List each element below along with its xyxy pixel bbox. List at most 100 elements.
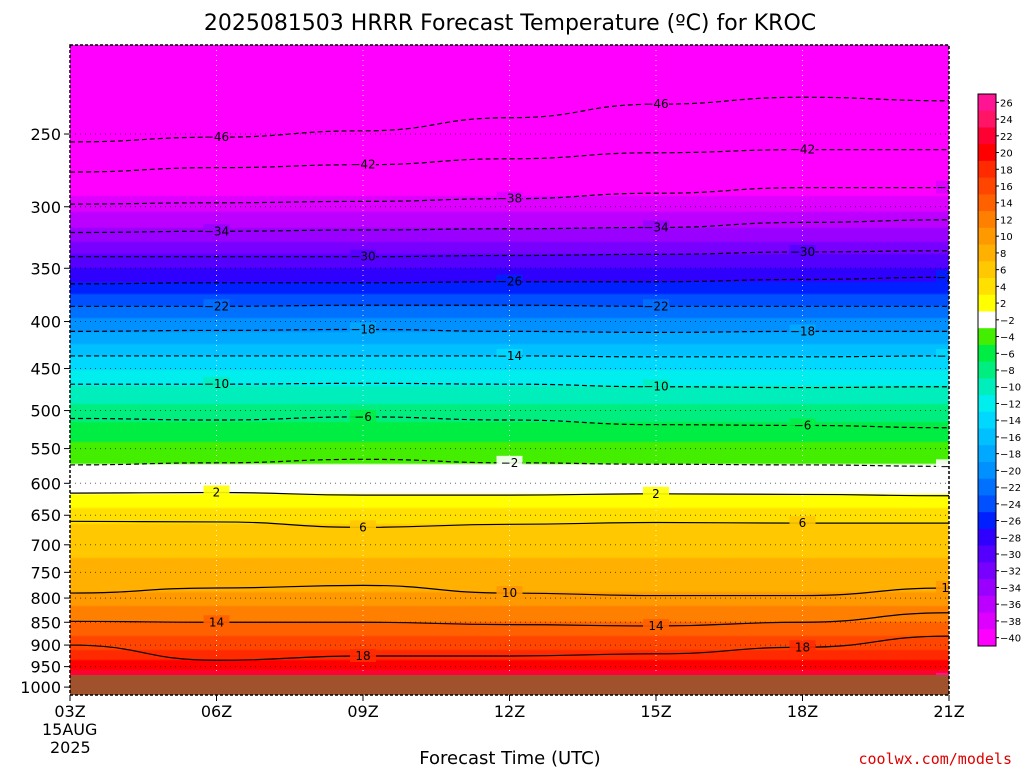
colorbar-label: −6 bbox=[1000, 349, 1015, 360]
contour-label: −10 bbox=[204, 377, 229, 391]
colorbar-swatch bbox=[978, 144, 996, 162]
colorbar-label: −22 bbox=[1000, 483, 1021, 494]
colorbar-swatch bbox=[978, 462, 996, 480]
y-tick-label: 450 bbox=[30, 360, 61, 379]
contour-label: −2 bbox=[501, 456, 519, 470]
contour-label: −14 bbox=[936, 349, 961, 363]
contour-label: −18 bbox=[790, 324, 815, 338]
x-axis-label: Forecast Time (UTC) bbox=[419, 748, 600, 768]
colorbar-label: 20 bbox=[1000, 149, 1013, 160]
y-tick-label: 600 bbox=[30, 474, 61, 493]
colorbar-swatch bbox=[978, 278, 996, 296]
colorbar-swatch bbox=[978, 495, 996, 513]
colorbar-label: −14 bbox=[1000, 416, 1021, 427]
contour-line bbox=[70, 355, 949, 358]
y-tick-label: 800 bbox=[30, 589, 61, 608]
colorbar-swatch bbox=[978, 579, 996, 597]
colorbar-swatch bbox=[978, 244, 996, 262]
contour-label: 18 bbox=[355, 649, 370, 663]
colorbar-label: −36 bbox=[1000, 600, 1021, 611]
colorbar-swatch bbox=[978, 177, 996, 195]
colorbar-swatch bbox=[978, 194, 996, 212]
colorbar-swatch bbox=[978, 595, 996, 614]
date-line-1: 15AUG bbox=[42, 720, 97, 739]
contour-label: −18 bbox=[350, 322, 375, 336]
colorbar-label: −38 bbox=[1000, 617, 1021, 628]
colorbar-swatch bbox=[978, 344, 996, 363]
colorbar-swatch bbox=[978, 311, 996, 329]
colorbar-swatch bbox=[978, 445, 996, 463]
contour-label: 2 bbox=[213, 486, 221, 500]
contour-label: 14 bbox=[648, 619, 663, 633]
contour-label: −34 bbox=[204, 224, 229, 238]
colorbar-swatch bbox=[978, 428, 996, 446]
x-tick-label: 06Z bbox=[201, 702, 232, 721]
y-tick-label: 250 bbox=[30, 125, 61, 144]
colorbar-label: −18 bbox=[1000, 450, 1021, 461]
colorbar-swatch bbox=[978, 478, 996, 496]
credit-link[interactable]: coolwx.com/models bbox=[858, 750, 1012, 768]
colorbar-swatch bbox=[978, 110, 996, 128]
y-tick-label: 300 bbox=[30, 198, 61, 217]
x-tick-label: 18Z bbox=[787, 702, 818, 721]
plot-area: −46−46−42−42−38−38−34 −34−30 −30−26 −26−22−… bbox=[70, 45, 961, 695]
contour-label: −10 bbox=[643, 380, 668, 394]
contour-label: −42 bbox=[350, 158, 375, 172]
contour-label: 10 bbox=[941, 581, 956, 595]
colorbar-label: −26 bbox=[1000, 517, 1021, 528]
colorbar-label: −8 bbox=[1000, 366, 1015, 377]
colorbar-label: 12 bbox=[1000, 215, 1013, 226]
y-tick-label: 950 bbox=[30, 658, 61, 677]
y-tick-label: 750 bbox=[30, 563, 61, 582]
colorbar-swatch bbox=[978, 545, 996, 563]
colorbar-label: 6 bbox=[1000, 266, 1006, 277]
colorbar-label: −2 bbox=[1000, 316, 1015, 327]
colorbar-swatch bbox=[978, 261, 996, 279]
contour-label: −46 bbox=[204, 130, 229, 144]
chart-title: 2025081503 HRRR Forecast Temperature (ºC… bbox=[204, 11, 816, 36]
y-tick-label: 850 bbox=[30, 613, 61, 632]
colorbar-swatch bbox=[978, 629, 996, 647]
contour-label: −22 bbox=[204, 299, 229, 313]
y-tick-label: 400 bbox=[30, 313, 61, 332]
y-tick-label: 700 bbox=[30, 536, 61, 555]
colorbar-label: 8 bbox=[1000, 249, 1006, 260]
colorbar-label: 4 bbox=[1000, 282, 1006, 293]
colorbar-label: 14 bbox=[1000, 199, 1013, 210]
colorbar-label: 26 bbox=[1000, 98, 1013, 109]
contour-label: 14 bbox=[209, 615, 224, 629]
colorbar-swatch bbox=[978, 94, 996, 112]
colorbar-swatch bbox=[978, 512, 996, 530]
colorbar: 26 24 22 20 18 16 14 12 10 8 6 4 2 −2 −4 −6 −8 −10 −12 −14 −… bbox=[977, 93, 1021, 647]
contour-label: −34 bbox=[643, 220, 668, 234]
colorbar-label: −12 bbox=[1000, 399, 1021, 410]
contour-label: −42 bbox=[790, 143, 815, 157]
contour-line bbox=[70, 149, 949, 173]
colorbar-label: −16 bbox=[1000, 433, 1021, 444]
contour-label: −22 bbox=[643, 299, 668, 313]
contour-label: −26 bbox=[497, 275, 522, 289]
colorbar-swatch bbox=[978, 294, 996, 312]
contour-label: −6 bbox=[794, 418, 812, 432]
colorbar-label: −28 bbox=[1000, 533, 1021, 544]
x-tick-label: 15Z bbox=[640, 702, 671, 721]
x-tick-label: 12Z bbox=[494, 702, 525, 721]
colorbar-swatch bbox=[978, 160, 996, 179]
contour-label: −38 bbox=[497, 192, 522, 206]
date-line-2: 2025 bbox=[50, 738, 91, 757]
y-tick-label: 350 bbox=[30, 259, 61, 278]
x-tick-label: 03Z bbox=[54, 702, 85, 721]
contour-label: −38 bbox=[936, 181, 961, 195]
x-axis: 03Z 06Z 09Z 12Z 15Z 18Z 21Z bbox=[54, 695, 965, 721]
contour-label: −2 bbox=[940, 459, 958, 473]
contour-label: 2 bbox=[652, 487, 660, 501]
contour-label: 6 bbox=[799, 516, 807, 530]
colorbar-label: −32 bbox=[1000, 567, 1021, 578]
colorbar-label: −40 bbox=[1000, 634, 1021, 645]
colorbar-label: −30 bbox=[1000, 550, 1021, 561]
colorbar-label: 22 bbox=[1000, 132, 1013, 143]
colorbar-swatch bbox=[978, 127, 996, 145]
colorbar-swatch bbox=[978, 528, 996, 547]
contour-line bbox=[70, 276, 949, 285]
colorbar-swatch bbox=[978, 411, 996, 430]
